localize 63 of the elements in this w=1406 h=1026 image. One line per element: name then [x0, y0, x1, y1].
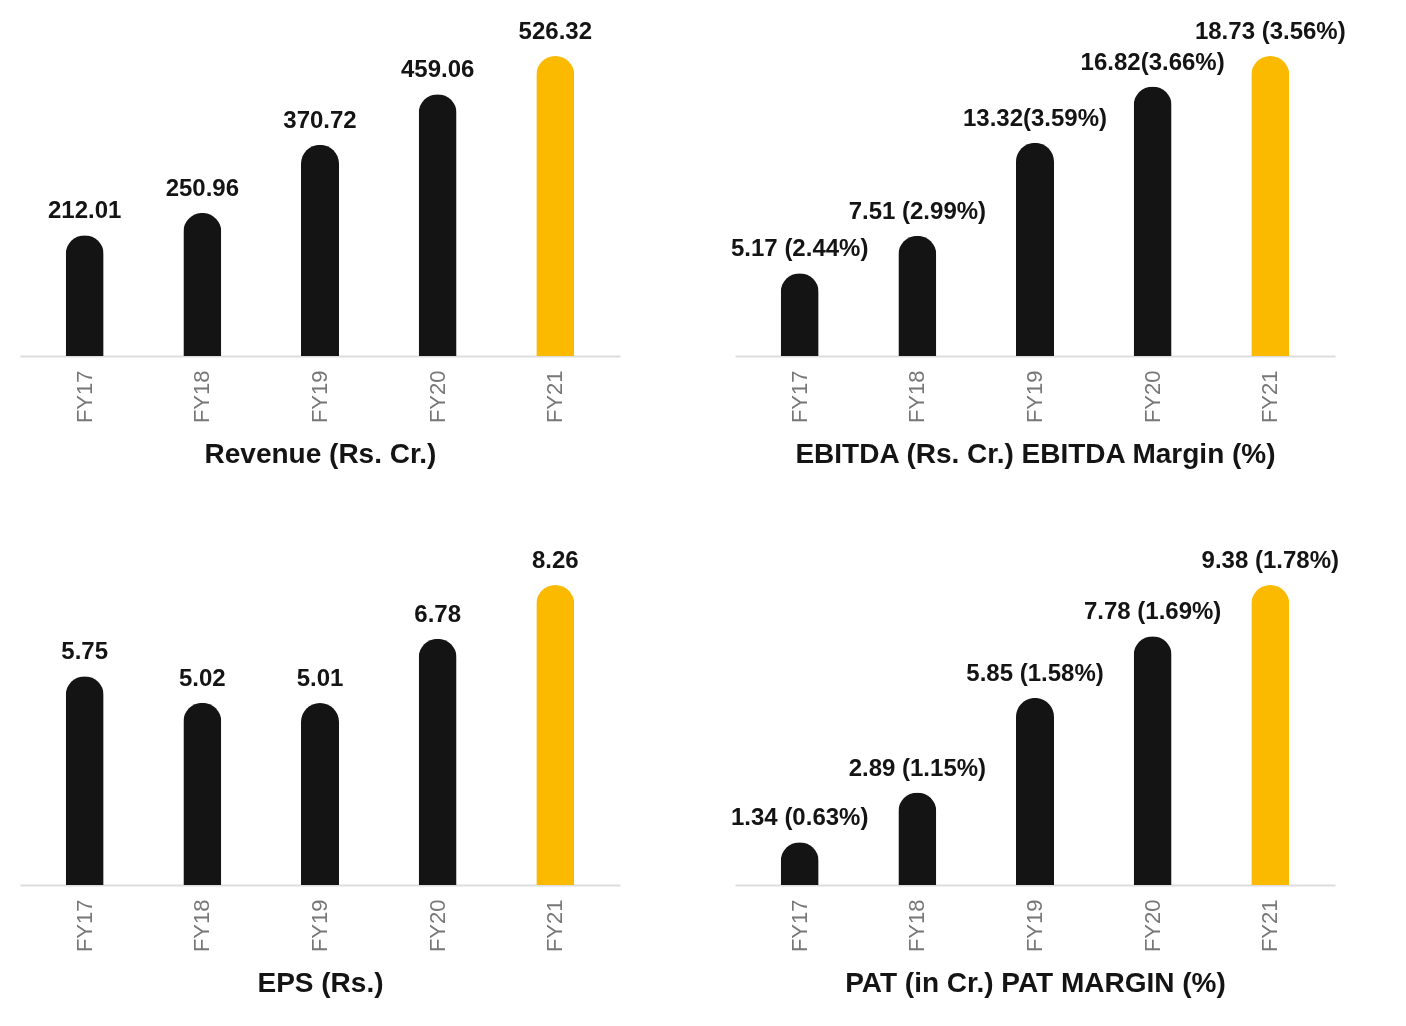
bar — [780, 273, 819, 356]
bar — [1133, 86, 1172, 356]
x-tick-label: FY20 — [1139, 899, 1165, 953]
bar — [183, 212, 222, 356]
x-axis-title: EBITDA (Rs. Cr.) EBITDA Margin (%) — [795, 438, 1276, 470]
x-axis-title: PAT (in Cr.) PAT MARGIN (%) — [845, 967, 1226, 999]
x-tick-label: FY18 — [189, 899, 215, 953]
x-tick-label: FY19 — [307, 899, 332, 953]
bar — [183, 702, 222, 885]
bar — [1016, 697, 1054, 885]
x-tick-label: FY17 — [786, 899, 812, 953]
x-tick-label: FY17 — [71, 370, 97, 424]
data-label: 8.26 — [531, 546, 579, 573]
x-tick-label: FY18 — [904, 370, 930, 424]
bar — [65, 676, 104, 885]
bar — [536, 56, 575, 356]
bar — [536, 585, 575, 885]
data-label: 212.01 — [48, 196, 122, 224]
data-label: 9.38 (1.78%) — [1201, 546, 1340, 573]
bar — [301, 703, 339, 885]
x-tick-label: FY18 — [904, 899, 930, 953]
x-tick-label: FY21 — [542, 370, 568, 424]
x-tick-label: FY21 — [1257, 370, 1283, 424]
x-tick-label: FY21 — [1257, 899, 1283, 953]
data-label: 5.85 (1.58%) — [966, 658, 1104, 686]
data-label: 6.78 — [414, 599, 462, 627]
data-label: 7.51 (2.99%) — [848, 196, 987, 224]
data-label: 16.82(3.66%) — [1080, 47, 1225, 75]
x-tick-label: FY17 — [71, 899, 97, 953]
data-label: 2.89 (1.15%) — [848, 753, 987, 781]
x-tick-label: FY20 — [424, 899, 450, 953]
bar — [1016, 142, 1054, 356]
data-label: 370.72 — [283, 105, 357, 133]
data-label: 18.73 (3.56%) — [1194, 17, 1346, 44]
bar — [1251, 56, 1290, 356]
x-tick-label: FY19 — [1022, 899, 1047, 953]
x-axis-title: EPS (Rs.) — [257, 967, 384, 999]
data-label: 526.32 — [518, 17, 592, 44]
bar — [898, 235, 937, 356]
x-axis-title: Revenue (Rs. Cr.) — [204, 438, 437, 470]
x-tick-label: FY17 — [786, 370, 812, 424]
data-label: 7.78 (1.69%) — [1083, 597, 1222, 625]
x-tick-label: FY20 — [1139, 370, 1165, 424]
data-label: 5.75 — [61, 637, 109, 665]
bar — [418, 94, 457, 356]
bar — [418, 638, 457, 885]
x-tick-label: FY19 — [307, 370, 332, 424]
x-tick-label: FY20 — [424, 370, 450, 424]
x-tick-label: FY21 — [542, 899, 568, 953]
bar — [65, 235, 104, 356]
x-tick-label: FY18 — [189, 370, 215, 424]
data-label: 459.06 — [400, 55, 475, 83]
data-label: 1.34 (0.63%) — [730, 803, 869, 831]
data-label: 5.17 (2.44%) — [730, 234, 869, 262]
data-label: 13.32(3.59%) — [962, 103, 1108, 131]
data-label: 5.02 — [178, 663, 226, 691]
bar — [1251, 585, 1290, 885]
bar — [1133, 636, 1172, 885]
data-label: 250.96 — [165, 173, 240, 201]
bar — [898, 792, 937, 885]
bar — [301, 144, 339, 356]
data-label: 5.01 — [296, 664, 344, 692]
x-tick-label: FY19 — [1022, 370, 1047, 424]
